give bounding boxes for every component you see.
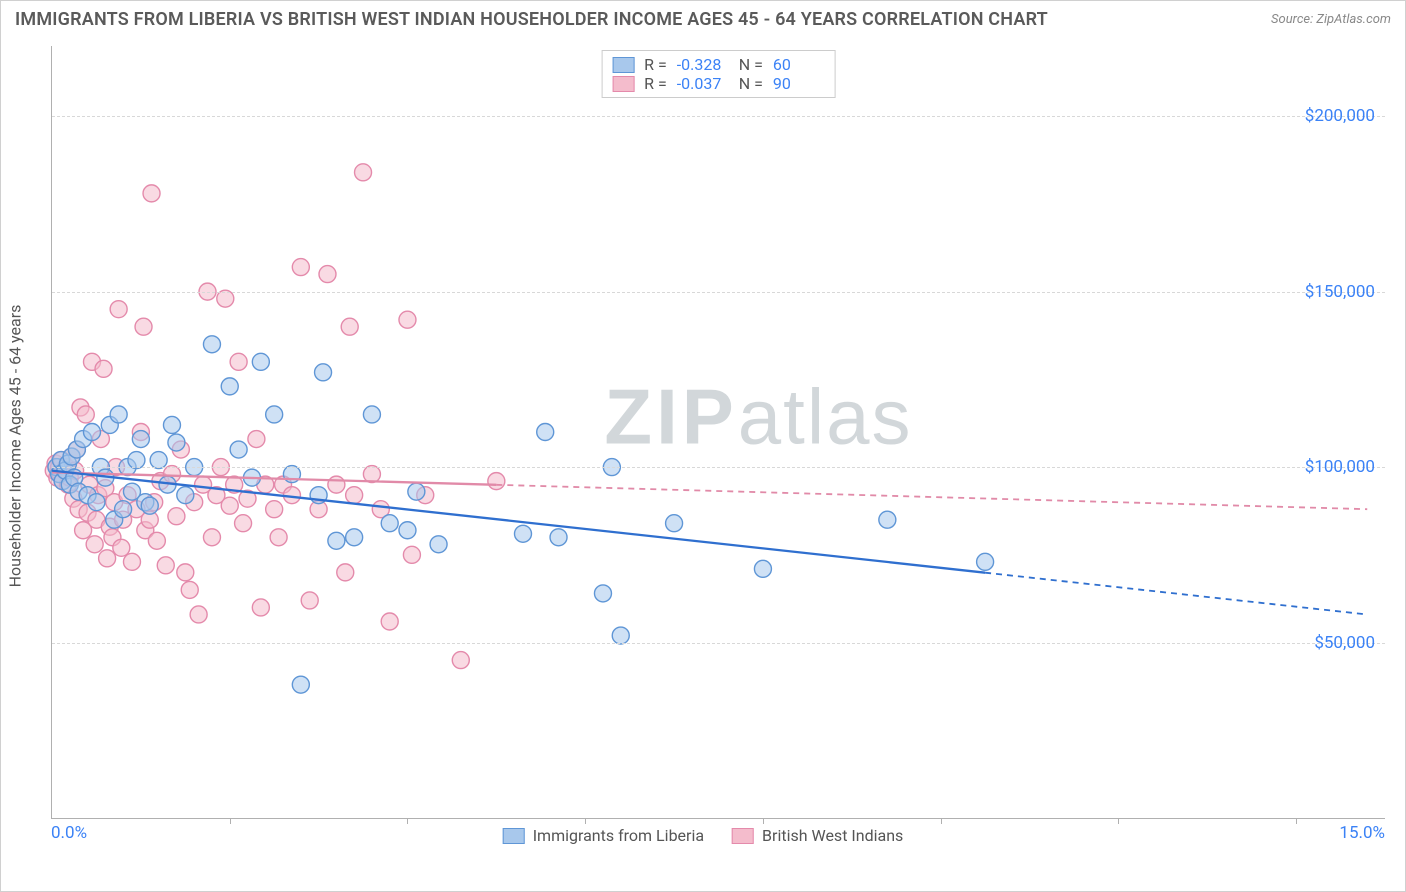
legend-item-bwi: British West Indians	[732, 826, 903, 845]
y-tick-label: $100,000	[1305, 457, 1375, 477]
correlation-chart: IMMIGRANTS FROM LIBERIA VS BRITISH WEST …	[0, 0, 1406, 892]
x-tick-mark	[1118, 818, 1119, 824]
swatch-liberia	[612, 57, 634, 73]
n-label: N =	[739, 74, 763, 93]
r-label: R =	[644, 55, 667, 74]
n-label: N =	[739, 55, 763, 74]
chart-title: IMMIGRANTS FROM LIBERIA VS BRITISH WEST …	[15, 9, 1048, 30]
x-tick-mark	[407, 818, 408, 824]
y-axis-label: Householder Income Ages 45 - 64 years	[6, 305, 25, 588]
swatch-bwi	[612, 76, 634, 92]
legend-label-liberia: Immigrants from Liberia	[533, 826, 704, 845]
legend-row-liberia: R = -0.328 N = 60	[612, 55, 825, 74]
gridline	[52, 116, 1385, 117]
source-label: Source: ZipAtlas.com	[1271, 12, 1391, 27]
gridline	[52, 467, 1385, 468]
legend-item-liberia: Immigrants from Liberia	[503, 826, 704, 845]
x-tick-mark	[585, 818, 586, 824]
y-tick-label: $150,000	[1305, 282, 1375, 302]
legend-correlation: R = -0.328 N = 60 R = -0.037 N = 90	[601, 50, 836, 98]
swatch-liberia	[503, 828, 525, 844]
plot-svg	[52, 46, 1385, 818]
legend-row-bwi: R = -0.037 N = 90	[612, 74, 825, 93]
n-value-bwi: 90	[773, 74, 825, 93]
gridline	[52, 643, 1385, 644]
y-tick-label: $50,000	[1314, 633, 1375, 653]
swatch-bwi	[732, 828, 754, 844]
legend-series: Immigrants from Liberia British West Ind…	[503, 826, 904, 845]
plot-area: ZIPatlas R = -0.328 N = 60 R = -0.037 N …	[51, 46, 1385, 819]
x-tick-mark	[941, 818, 942, 824]
r-label: R =	[644, 74, 667, 93]
x-tick-mark	[230, 818, 231, 824]
x-tick-min: 0.0%	[51, 823, 87, 843]
x-tick-mark	[1296, 818, 1297, 824]
n-value-liberia: 60	[773, 55, 825, 74]
r-value-bwi: -0.037	[677, 74, 729, 93]
x-tick-mark	[763, 818, 764, 824]
gridline	[52, 292, 1385, 293]
x-tick-max: 15.0%	[1339, 823, 1385, 843]
legend-label-bwi: British West Indians	[762, 826, 903, 845]
r-value-liberia: -0.328	[677, 55, 729, 74]
title-bar: IMMIGRANTS FROM LIBERIA VS BRITISH WEST …	[1, 1, 1405, 36]
y-tick-label: $200,000	[1305, 106, 1375, 126]
